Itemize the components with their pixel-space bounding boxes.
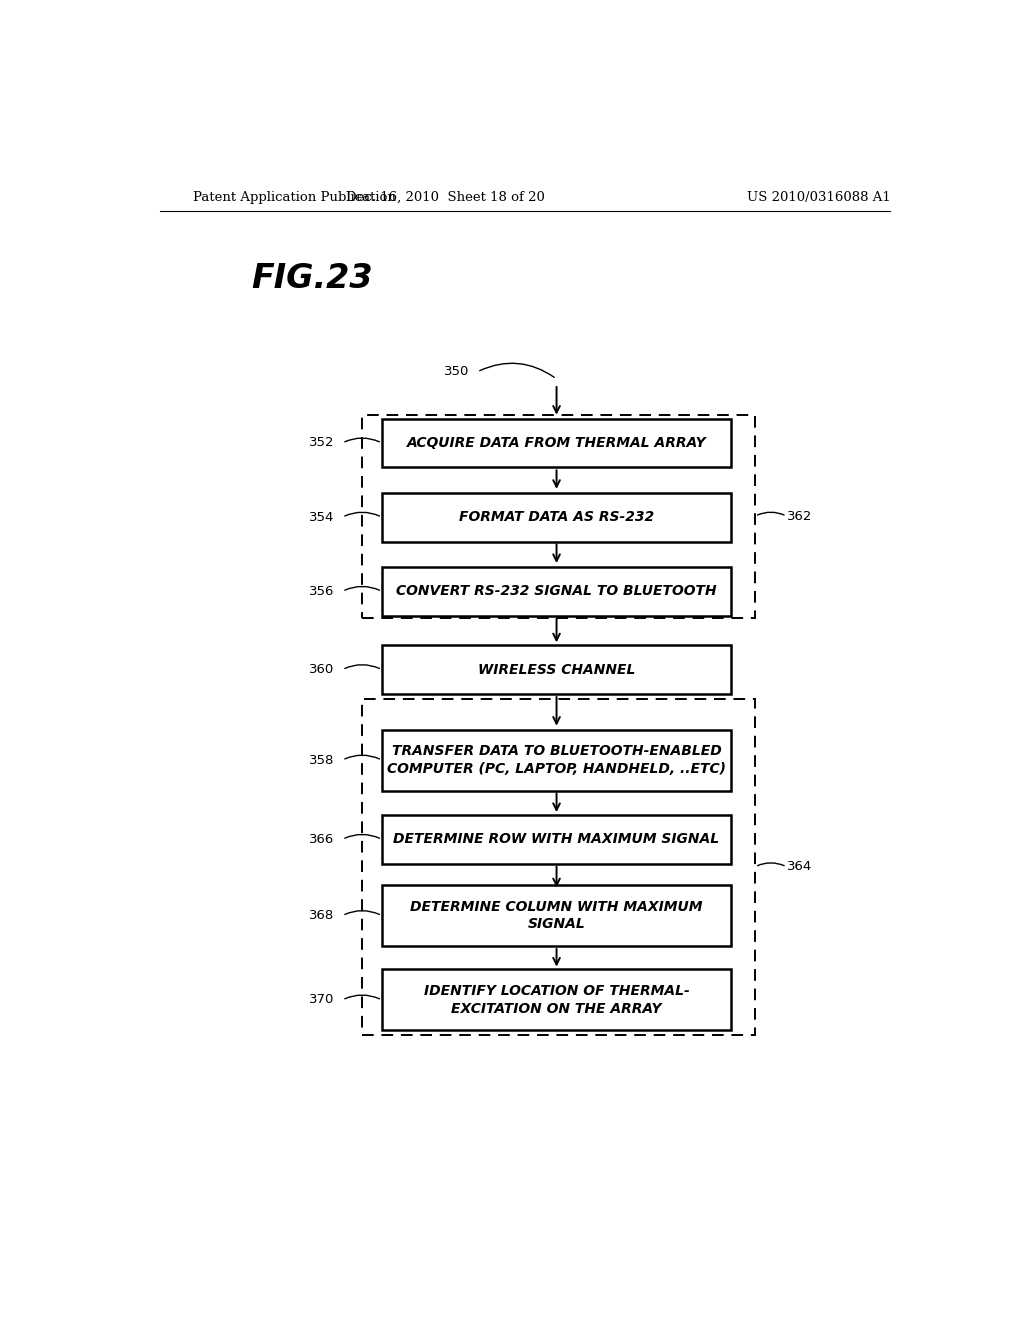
Text: FORMAT DATA AS RS-232: FORMAT DATA AS RS-232 [459,511,654,524]
Text: CONVERT RS-232 SIGNAL TO BLUETOOTH: CONVERT RS-232 SIGNAL TO BLUETOOTH [396,585,717,598]
Text: 358: 358 [309,754,334,767]
Text: Patent Application Publication: Patent Application Publication [194,190,396,203]
Text: 356: 356 [309,585,334,598]
Text: 362: 362 [786,510,812,523]
Bar [382,814,731,863]
Text: FIG.23: FIG.23 [251,261,373,294]
Text: US 2010/0316088 A1: US 2010/0316088 A1 [746,190,890,203]
Text: 350: 350 [443,366,469,379]
Text: 368: 368 [309,909,334,923]
Bar [362,700,755,1035]
Text: 366: 366 [309,833,334,846]
Bar [382,645,731,694]
Bar [382,969,731,1031]
Text: Dec. 16, 2010  Sheet 18 of 20: Dec. 16, 2010 Sheet 18 of 20 [346,190,545,203]
Text: 360: 360 [309,663,334,676]
Text: 354: 354 [309,511,334,524]
Text: TRANSFER DATA TO BLUETOOTH-ENABLED
COMPUTER (PC, LAPTOP, HANDHELD, ..ETC): TRANSFER DATA TO BLUETOOTH-ENABLED COMPU… [387,744,726,776]
Text: IDENTIFY LOCATION OF THERMAL-
EXCITATION ON THE ARRAY: IDENTIFY LOCATION OF THERMAL- EXCITATION… [424,985,689,1015]
Text: 364: 364 [786,861,812,874]
Bar [382,568,731,616]
Text: DETERMINE ROW WITH MAXIMUM SIGNAL: DETERMINE ROW WITH MAXIMUM SIGNAL [393,833,720,846]
Text: 352: 352 [309,437,334,450]
Text: 370: 370 [309,994,334,1006]
Text: DETERMINE COLUMN WITH MAXIMUM
SIGNAL: DETERMINE COLUMN WITH MAXIMUM SIGNAL [411,900,702,932]
Bar [382,730,731,791]
Text: WIRELESS CHANNEL: WIRELESS CHANNEL [478,663,635,677]
Bar [382,886,731,946]
Bar [362,414,755,618]
Bar [382,492,731,541]
Text: ACQUIRE DATA FROM THERMAL ARRAY: ACQUIRE DATA FROM THERMAL ARRAY [407,436,707,450]
Bar [382,418,731,467]
